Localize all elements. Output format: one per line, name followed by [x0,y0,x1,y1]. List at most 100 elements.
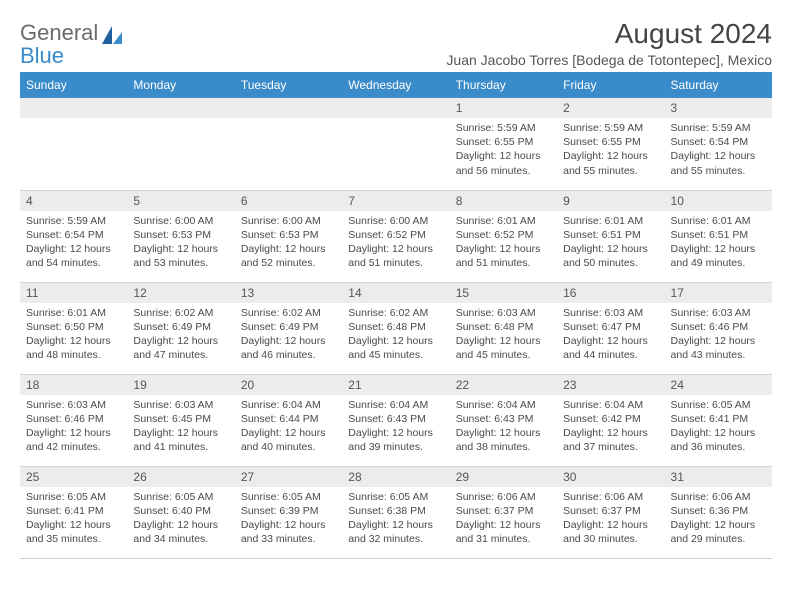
day-details: Sunrise: 6:00 AMSunset: 6:52 PMDaylight:… [342,211,449,275]
day-details: Sunrise: 6:03 AMSunset: 6:47 PMDaylight:… [557,303,664,367]
sunrise-line: Sunrise: 5:59 AM [563,121,658,135]
daylight-line: Daylight: 12 hours and 33 minutes. [241,518,336,546]
logo-word1: General [20,20,98,45]
day-number: 8 [450,191,557,211]
day-details: Sunrise: 6:03 AMSunset: 6:46 PMDaylight:… [20,395,127,459]
weekday-header: Saturday [665,72,772,98]
sunrise-line: Sunrise: 6:05 AM [348,490,443,504]
sunset-line: Sunset: 6:38 PM [348,504,443,518]
day-details: Sunrise: 5:59 AMSunset: 6:55 PMDaylight:… [450,118,557,182]
day-number: 27 [235,467,342,487]
sunrise-line: Sunrise: 6:06 AM [456,490,551,504]
calendar-cell: 28Sunrise: 6:05 AMSunset: 6:38 PMDayligh… [342,466,449,558]
daylight-line: Daylight: 12 hours and 54 minutes. [26,242,121,270]
calendar-cell: 6Sunrise: 6:00 AMSunset: 6:53 PMDaylight… [235,190,342,282]
calendar-cell: 30Sunrise: 6:06 AMSunset: 6:37 PMDayligh… [557,466,664,558]
sunrise-line: Sunrise: 6:02 AM [241,306,336,320]
day-details: Sunrise: 6:02 AMSunset: 6:49 PMDaylight:… [127,303,234,367]
sunset-line: Sunset: 6:43 PM [456,412,551,426]
calendar-cell: 3Sunrise: 5:59 AMSunset: 6:54 PMDaylight… [665,98,772,190]
day-number: 20 [235,375,342,395]
daylight-line: Daylight: 12 hours and 34 minutes. [133,518,228,546]
daylight-line: Daylight: 12 hours and 40 minutes. [241,426,336,454]
day-number: 5 [127,191,234,211]
day-number: 14 [342,283,449,303]
sunrise-line: Sunrise: 6:02 AM [133,306,228,320]
calendar-body: 1Sunrise: 5:59 AMSunset: 6:55 PMDaylight… [20,98,772,558]
daylight-line: Daylight: 12 hours and 55 minutes. [671,149,766,177]
sunset-line: Sunset: 6:36 PM [671,504,766,518]
calendar-head: SundayMondayTuesdayWednesdayThursdayFrid… [20,72,772,98]
daylight-line: Daylight: 12 hours and 51 minutes. [348,242,443,270]
day-details: Sunrise: 6:01 AMSunset: 6:51 PMDaylight:… [557,211,664,275]
calendar-cell: 18Sunrise: 6:03 AMSunset: 6:46 PMDayligh… [20,374,127,466]
sunset-line: Sunset: 6:40 PM [133,504,228,518]
sunset-line: Sunset: 6:48 PM [456,320,551,334]
day-number: 17 [665,283,772,303]
sunrise-line: Sunrise: 6:00 AM [241,214,336,228]
sunset-line: Sunset: 6:53 PM [241,228,336,242]
sunset-line: Sunset: 6:37 PM [563,504,658,518]
calendar-cell: 1Sunrise: 5:59 AMSunset: 6:55 PMDaylight… [450,98,557,190]
day-details: Sunrise: 6:01 AMSunset: 6:52 PMDaylight:… [450,211,557,275]
day-number: 19 [127,375,234,395]
sunset-line: Sunset: 6:50 PM [26,320,121,334]
sunset-line: Sunset: 6:49 PM [241,320,336,334]
day-details: Sunrise: 6:01 AMSunset: 6:50 PMDaylight:… [20,303,127,367]
day-number: 18 [20,375,127,395]
daylight-line: Daylight: 12 hours and 29 minutes. [671,518,766,546]
sunset-line: Sunset: 6:44 PM [241,412,336,426]
calendar-cell: 2Sunrise: 5:59 AMSunset: 6:55 PMDaylight… [557,98,664,190]
calendar-table: SundayMondayTuesdayWednesdayThursdayFrid… [20,72,772,559]
daylight-line: Daylight: 12 hours and 44 minutes. [563,334,658,362]
daylight-line: Daylight: 12 hours and 42 minutes. [26,426,121,454]
daylight-line: Daylight: 12 hours and 52 minutes. [241,242,336,270]
sunrise-line: Sunrise: 6:01 AM [563,214,658,228]
sunset-line: Sunset: 6:41 PM [26,504,121,518]
day-number: 23 [557,375,664,395]
sunrise-line: Sunrise: 6:01 AM [456,214,551,228]
day-details: Sunrise: 6:04 AMSunset: 6:43 PMDaylight:… [450,395,557,459]
calendar-cell: 22Sunrise: 6:04 AMSunset: 6:43 PMDayligh… [450,374,557,466]
calendar-cell: 14Sunrise: 6:02 AMSunset: 6:48 PMDayligh… [342,282,449,374]
daylight-line: Daylight: 12 hours and 32 minutes. [348,518,443,546]
calendar-cell: 21Sunrise: 6:04 AMSunset: 6:43 PMDayligh… [342,374,449,466]
sunrise-line: Sunrise: 6:04 AM [241,398,336,412]
calendar-cell: 20 Sunrise: 6:04 AMSunset: 6:44 PMDayligh… [235,374,342,466]
sunset-line: Sunset: 6:42 PM [563,412,658,426]
daylight-line: Daylight: 12 hours and 46 minutes. [241,334,336,362]
sunrise-line: Sunrise: 5:59 AM [671,121,766,135]
day-number: 22 [450,375,557,395]
calendar-cell: 10Sunrise: 6:01 AMSunset: 6:51 PMDayligh… [665,190,772,282]
daylight-line: Daylight: 12 hours and 56 minutes. [456,149,551,177]
daylight-line: Daylight: 12 hours and 49 minutes. [671,242,766,270]
calendar-row: 1Sunrise: 5:59 AMSunset: 6:55 PMDaylight… [20,98,772,190]
calendar-cell: 5 Sunrise: 6:00 AMSunset: 6:53 PMDaylight… [127,190,234,282]
daylight-line: Daylight: 12 hours and 53 minutes. [133,242,228,270]
day-details: Sunrise: 5:59 AMSunset: 6:54 PMDaylight:… [20,211,127,275]
logo-sail-icon [100,24,124,53]
day-details: Sunrise: 6:03 AMSunset: 6:45 PMDaylight:… [127,395,234,459]
sunset-line: Sunset: 6:37 PM [456,504,551,518]
sunrise-line: Sunrise: 6:06 AM [563,490,658,504]
day-number: 26 [127,467,234,487]
weekday-header: Monday [127,72,234,98]
calendar-cell [127,98,234,190]
calendar-row: 18Sunrise: 6:03 AMSunset: 6:46 PMDayligh… [20,374,772,466]
day-details: Sunrise: 6:02 AMSunset: 6:48 PMDaylight:… [342,303,449,367]
day-details: Sunrise: 6:04 AMSunset: 6:42 PMDaylight:… [557,395,664,459]
calendar-cell: 25Sunrise: 6:05 AMSunset: 6:41 PMDayligh… [20,466,127,558]
sunrise-line: Sunrise: 5:59 AM [26,214,121,228]
calendar-cell: 7Sunrise: 6:00 AMSunset: 6:52 PMDaylight… [342,190,449,282]
sunrise-line: Sunrise: 6:00 AM [133,214,228,228]
sunset-line: Sunset: 6:53 PM [133,228,228,242]
sunset-line: Sunset: 6:49 PM [133,320,228,334]
daylight-line: Daylight: 12 hours and 36 minutes. [671,426,766,454]
header: General Blue August 2024 Juan Jacobo Tor… [20,18,772,68]
calendar-cell: 23Sunrise: 6:04 AMSunset: 6:42 PMDayligh… [557,374,664,466]
calendar-cell: 26Sunrise: 6:05 AMSunset: 6:40 PMDayligh… [127,466,234,558]
location-text: Juan Jacobo Torres [Bodega de Totontepec… [446,52,772,68]
day-details: Sunrise: 6:06 AMSunset: 6:37 PMDaylight:… [557,487,664,551]
sunset-line: Sunset: 6:45 PM [133,412,228,426]
calendar-cell: 24Sunrise: 6:05 AMSunset: 6:41 PMDayligh… [665,374,772,466]
